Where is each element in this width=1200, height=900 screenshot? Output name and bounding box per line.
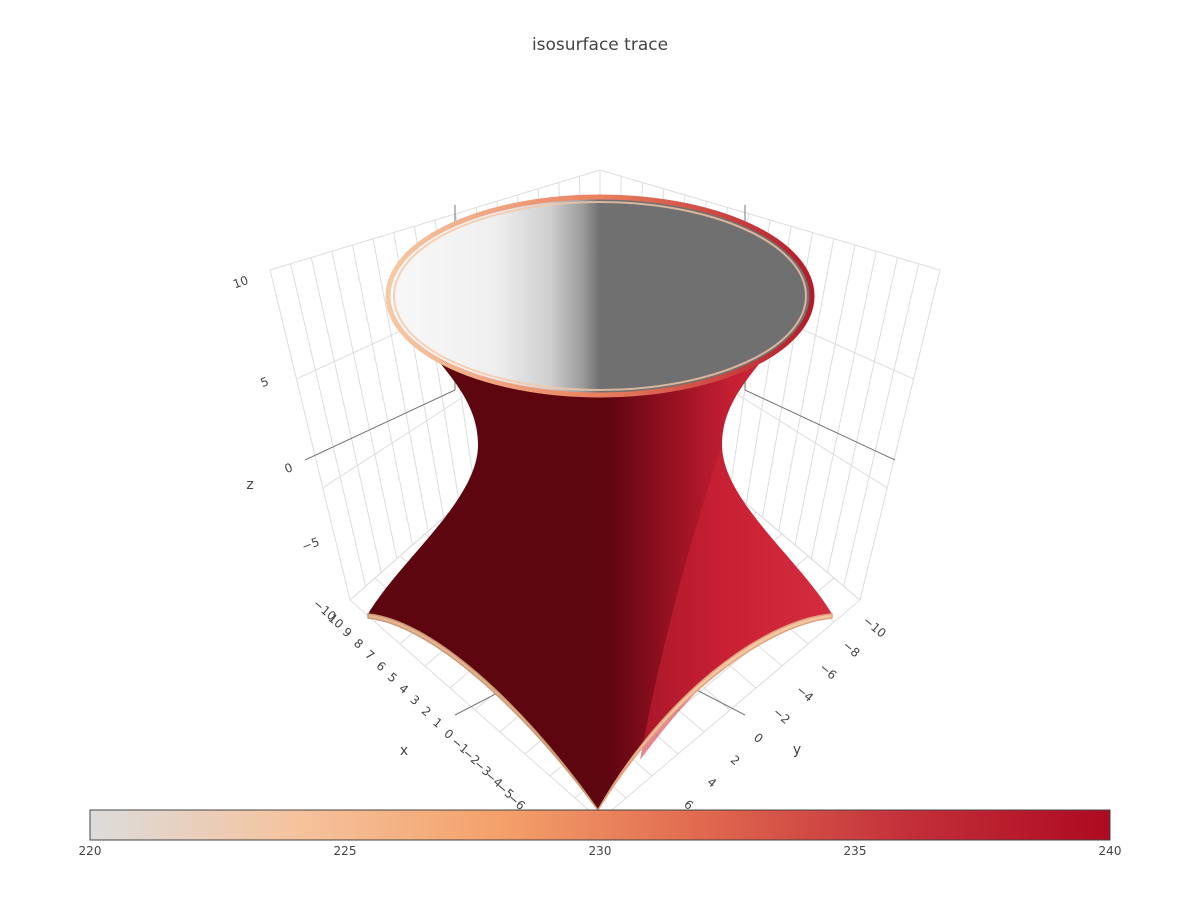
y-tick-label: −10	[860, 613, 888, 640]
grid-line	[349, 599, 601, 821]
grid-line	[269, 169, 601, 271]
y-tick-label: 4	[704, 775, 719, 791]
colorbar-tick-label: 235	[844, 844, 867, 858]
x-tick-label: 7	[362, 647, 377, 663]
x-tick-label: 4	[396, 681, 411, 697]
isosurface-inner-opening	[390, 199, 810, 393]
zero-line	[744, 389, 896, 461]
colorbar-tick-label: 220	[79, 844, 102, 858]
z-axis: 10 5 0 −5 z	[231, 273, 321, 554]
colorbar[interactable]: 220 225 230 235 240	[79, 809, 1122, 858]
y-tick-label: −8	[840, 638, 863, 660]
z-tick-label: 10	[231, 273, 250, 291]
z-axis-title: z	[246, 477, 253, 493]
colorbar-tick-label: 225	[334, 844, 357, 858]
colorbar-tick-label: 230	[589, 844, 612, 858]
chart-title: isosurface trace	[532, 35, 668, 55]
isosurface-top-rim-inner	[393, 201, 807, 391]
colorbar-tick-label: 240	[1099, 844, 1122, 858]
grid-line	[269, 269, 351, 601]
colorbar-gradient	[89, 809, 1111, 841]
y-tick-label: −4	[794, 683, 817, 705]
grid-line	[778, 238, 835, 532]
z-tick-label: 0	[283, 460, 295, 476]
grid-line	[827, 257, 898, 573]
grid-line	[794, 244, 856, 546]
grid-line	[859, 269, 941, 601]
grid-line	[599, 599, 861, 821]
x-tick-label: 9	[340, 625, 355, 641]
grid-line	[810, 251, 877, 559]
grid-line	[310, 257, 382, 573]
colorbar-ticks: 220 225 230 235 240	[79, 844, 1122, 858]
isosurface-facet-highlight	[640, 445, 832, 760]
z-tick-label: −5	[300, 535, 321, 554]
y-axis-title: y	[793, 742, 801, 758]
isosurface-top-rim	[385, 194, 815, 398]
x-tick-label: 5	[385, 670, 400, 686]
grid-line	[372, 238, 429, 532]
grid-line	[331, 251, 398, 559]
grid-line	[352, 244, 413, 546]
x-axis-title: x	[400, 743, 408, 759]
isosurface-shape[interactable]	[367, 194, 833, 811]
grid-line	[843, 263, 920, 587]
grid-line	[290, 263, 367, 587]
grid-line	[599, 169, 941, 271]
isosurface-outer-surface	[368, 296, 832, 810]
x-tick-label: 6	[374, 659, 389, 675]
x-tick-label: 1	[430, 715, 445, 731]
y-tick-label: 0	[751, 730, 766, 746]
zero-line	[304, 389, 456, 461]
z-tick-label: 5	[259, 374, 271, 390]
y-tick-label: 2	[728, 753, 743, 769]
x-tick-label: 3	[407, 692, 422, 708]
x-tick-label: 2	[419, 704, 434, 720]
x-tick-label: 8	[351, 636, 366, 652]
y-tick-label: −2	[770, 705, 793, 727]
y-tick-label: −6	[817, 660, 840, 682]
